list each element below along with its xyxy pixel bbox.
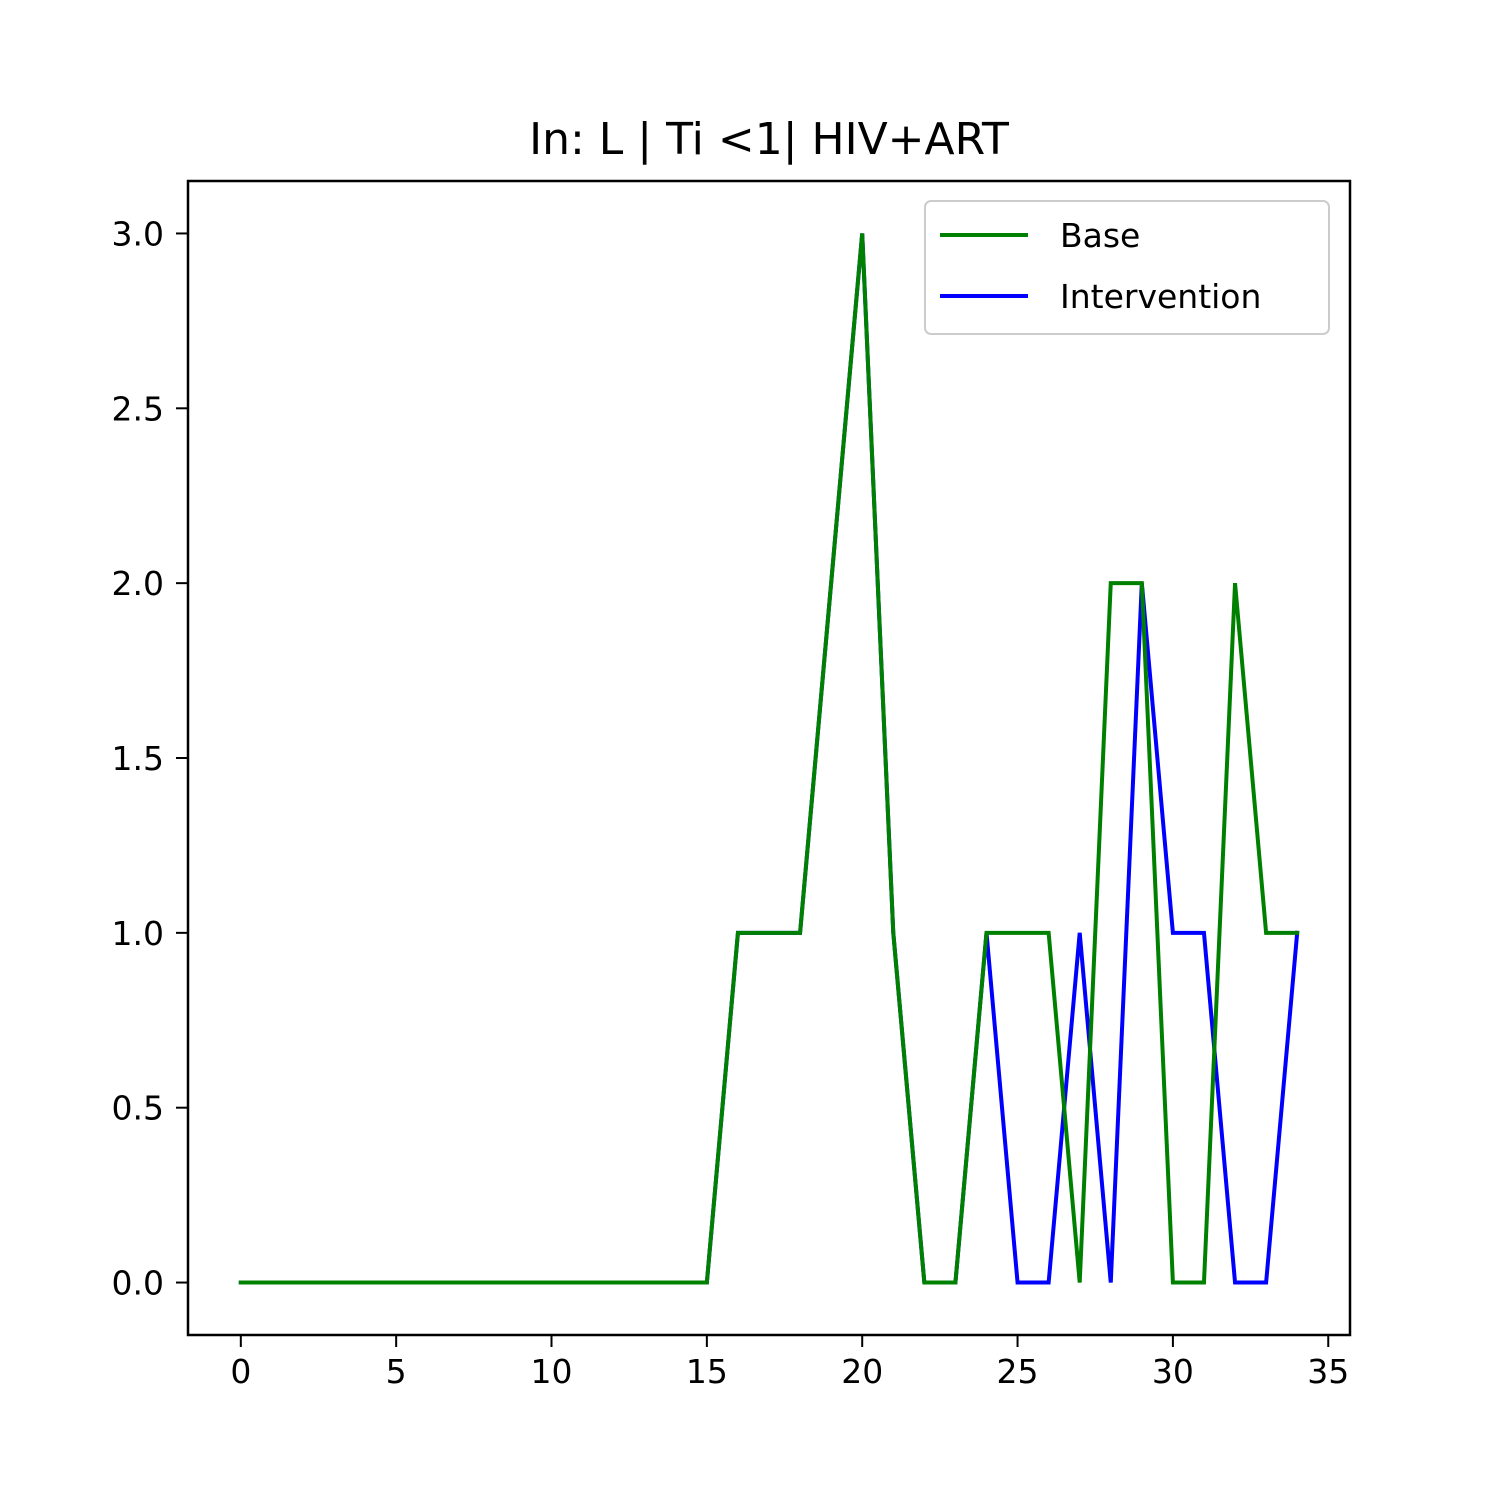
x-tick-label: 30 [1152,1352,1194,1391]
x-tick-label: 15 [686,1352,728,1391]
y-tick-label: 1.0 [112,914,164,953]
axes: 0 5 10 15 20 25 30 35 0.0 0.5 1.0 1.5 2.0 2.5 3.0 [112,179,1352,1391]
x-tick-label: 25 [997,1352,1039,1391]
x-tick-label: 20 [841,1352,883,1391]
y-tick-label: 3.0 [112,214,164,253]
x-tick-label: 5 [386,1352,407,1391]
x-tick-label: 35 [1307,1352,1349,1391]
chart-title: In: L | Ti <1| HIV+ART [529,114,1009,165]
series-line-base [238,233,1300,1285]
legend-label-intervention: Intervention [1060,277,1261,316]
legend: Base Intervention [924,200,1330,335]
y-tick-label: 1.5 [112,739,164,778]
y-tick-label: 2.0 [112,564,164,603]
x-tick-label: 0 [230,1352,251,1391]
x-tick-label: 10 [531,1352,573,1391]
legend-label-base: Base [1060,216,1140,255]
y-tick-label: 0.0 [112,1264,164,1303]
y-tick-label: 2.5 [112,389,164,428]
y-tick-label: 0.5 [112,1089,164,1128]
plot-area [238,233,1300,1285]
